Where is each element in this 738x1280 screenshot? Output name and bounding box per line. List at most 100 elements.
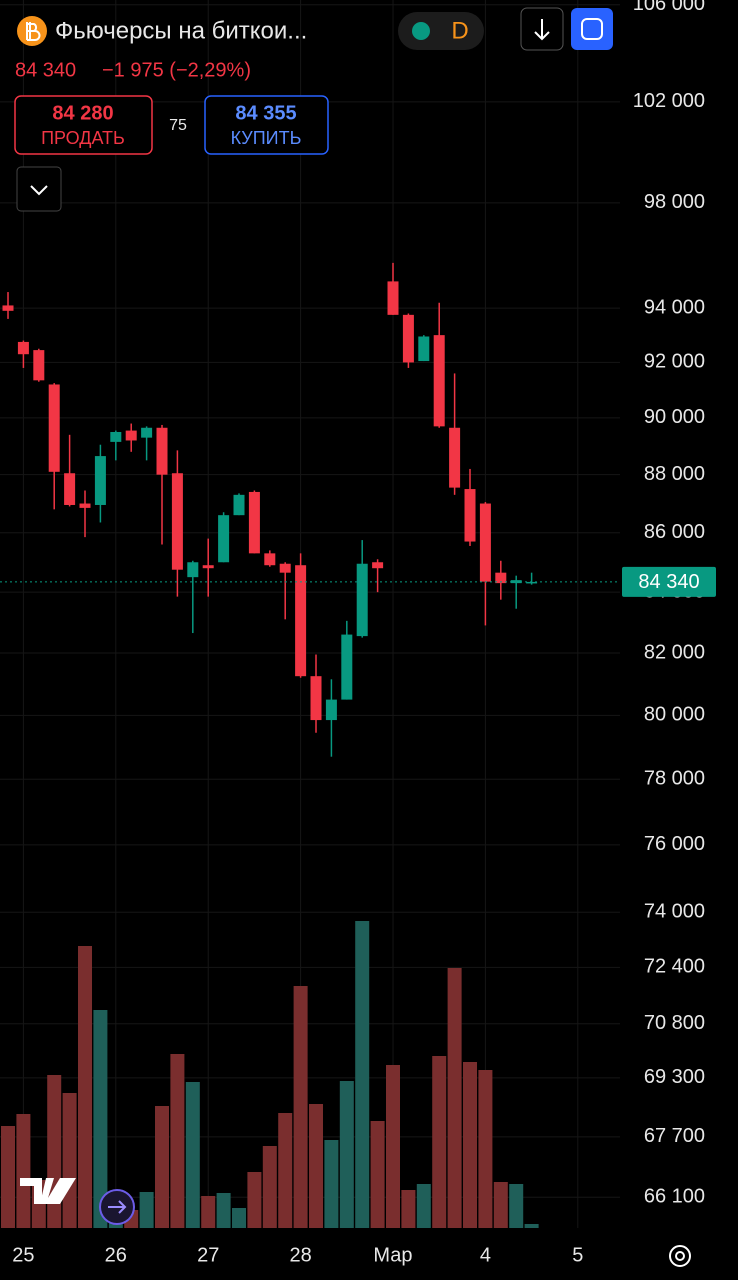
volume-bar — [47, 1075, 62, 1228]
price-change: −1 975 (−2,29%) — [102, 59, 251, 81]
volume-bar — [478, 1070, 493, 1228]
candle-body — [218, 515, 230, 563]
last-price: 84 340 — [15, 59, 76, 81]
settings-center — [675, 1251, 685, 1261]
candle-body — [433, 335, 445, 427]
volume-bar — [386, 1065, 401, 1228]
candle-body — [156, 427, 168, 475]
goto-icon — [108, 1200, 127, 1214]
candle-body — [387, 281, 399, 315]
volume-bar — [78, 946, 93, 1228]
status-dot — [412, 22, 430, 40]
tv-logo[interactable] — [20, 1178, 76, 1204]
y-tick-label: 86 000 — [644, 521, 705, 543]
volume-bar — [401, 1190, 416, 1228]
candle-body — [248, 491, 260, 554]
candle-body — [279, 563, 291, 573]
candle-body — [79, 503, 91, 508]
volume-bar — [201, 1196, 216, 1228]
chevron — [30, 185, 48, 196]
volume-bar — [232, 1208, 247, 1228]
volume-bar — [432, 1056, 447, 1228]
buy-price: 84 355 — [235, 102, 296, 124]
candle-body — [449, 427, 461, 488]
candle-body — [141, 427, 153, 438]
symbol-title: Фьючерсы на биткои... — [55, 17, 307, 44]
volume-bar — [185, 1082, 200, 1228]
volume-bar — [324, 1140, 339, 1228]
volume-bar — [309, 1104, 324, 1228]
expand-button[interactable] — [16, 166, 62, 212]
overlay: 84 340 — [0, 566, 716, 597]
y-tick-label: 69 300 — [644, 1066, 705, 1088]
settings[interactable] — [669, 1245, 691, 1267]
download-button[interactable] — [520, 7, 564, 51]
y-tick-label: 82 000 — [644, 641, 705, 663]
layout-button[interactable] — [571, 8, 613, 50]
sell-button[interactable] — [14, 95, 153, 155]
y-tick-label: 88 000 — [644, 463, 705, 485]
volume-bar — [139, 1192, 154, 1228]
candle-body — [17, 341, 29, 355]
x-tick-label: 27 — [197, 1244, 219, 1266]
volume-bar — [262, 1146, 277, 1228]
y-tick-label: 67 700 — [644, 1125, 705, 1147]
candle-body — [402, 314, 414, 363]
candle-body — [110, 431, 122, 442]
buy-button[interactable] — [204, 95, 329, 155]
candle-body — [372, 562, 384, 569]
candle-body — [325, 699, 337, 721]
x-tick-label: 25 — [12, 1244, 34, 1266]
candle-body — [341, 634, 353, 700]
mode-pill[interactable] — [398, 12, 484, 50]
candle-body — [187, 562, 199, 578]
y-tick-label: 76 000 — [644, 833, 705, 855]
plot-area: 106 000 102 000 98 000 94 000 92 000 90 000 88… — [0, 0, 705, 1266]
candle-body — [171, 473, 183, 570]
candle-body — [125, 430, 137, 441]
header: Фьючерсы на биткои... 84 340 −1 975 (−2,… — [14, 7, 613, 212]
candle-body — [94, 456, 106, 505]
btc-glyph — [26, 22, 41, 41]
candle-body — [295, 565, 307, 677]
last-price-badge — [622, 566, 716, 597]
volume-bar — [524, 1224, 539, 1228]
y-tick-label: 90 000 — [644, 406, 705, 428]
candle-body — [264, 553, 276, 566]
volume-bar — [278, 1113, 293, 1228]
x-tick-label: Мар — [373, 1244, 412, 1266]
volume-bar — [339, 1081, 354, 1228]
spread: 75 — [169, 117, 187, 134]
volume-bar — [93, 1010, 108, 1228]
volume-bar — [293, 986, 308, 1228]
candle-body — [310, 676, 322, 721]
candle-body — [495, 572, 507, 584]
volume-bar — [1, 1126, 16, 1228]
volume-bar — [509, 1184, 524, 1228]
y-tick-label: 66 100 — [644, 1186, 705, 1208]
layout-icon — [581, 18, 603, 40]
y-tick-label: 78 000 — [644, 768, 705, 790]
volume-bar — [155, 1106, 170, 1228]
sell-price: 84 280 — [52, 102, 113, 124]
volume-bar — [370, 1121, 385, 1228]
candle-body — [48, 384, 60, 472]
y-tick-label: 102 000 — [633, 90, 705, 112]
y-tick-label: 70 800 — [644, 1012, 705, 1034]
y-tick-label: 98 000 — [644, 191, 705, 213]
x-tick-label: 5 — [572, 1244, 583, 1266]
candle-body — [526, 581, 538, 584]
last-price-label: 84 340 — [638, 571, 699, 593]
candle-body — [64, 473, 76, 505]
interval[interactable]: D — [451, 17, 468, 44]
volume-bar — [355, 921, 370, 1228]
volume-bar — [216, 1193, 231, 1228]
volume-bar — [247, 1172, 262, 1228]
x-tick-label: 26 — [105, 1244, 127, 1266]
volume-bar — [416, 1184, 431, 1228]
y-tick-label: 80 000 — [644, 704, 705, 726]
y-tick-label: 72 400 — [644, 956, 705, 978]
volume-bar — [62, 1093, 77, 1228]
candle-body — [356, 563, 368, 637]
